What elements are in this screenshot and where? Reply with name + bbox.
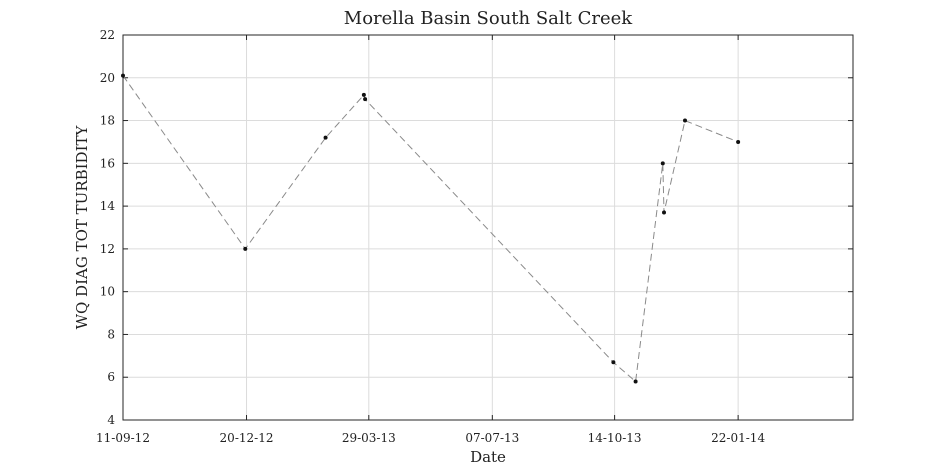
data-point [633, 379, 638, 384]
x-axis-label: Date [470, 448, 506, 466]
series-line [122, 75, 739, 383]
data-point [611, 360, 616, 365]
data-point [736, 139, 741, 144]
x-tick-label: 14-10-13 [588, 431, 642, 445]
data-point [121, 73, 125, 78]
x-tick-label: 22-01-14 [711, 431, 765, 445]
x-tick-label: 20-12-12 [220, 431, 274, 445]
data-point [660, 161, 665, 166]
y-tick-label: 8 [107, 327, 115, 341]
data-point [683, 118, 688, 123]
y-axis-label: WQ DIAG TOT TURBIDITY [73, 124, 91, 329]
y-tick-label: 18 [100, 114, 115, 128]
y-tick-label: 22 [100, 28, 115, 42]
y-tick-label: 20 [100, 71, 115, 85]
x-tick-label: 07-07-13 [465, 431, 519, 445]
x-tick-label: 29-03-13 [342, 431, 396, 445]
y-tick-label: 6 [107, 370, 115, 384]
data-point [323, 135, 328, 140]
plot-area-frame [122, 34, 854, 421]
y-tick-label: 4 [107, 413, 115, 427]
y-tick-label: 12 [100, 242, 115, 256]
data-series [121, 73, 741, 384]
grid-lines [122, 34, 853, 421]
y-tick-label: 14 [100, 199, 116, 213]
data-point [662, 210, 667, 215]
x-tick-label: 11-09-12 [96, 431, 150, 445]
axis-ticks: 4 6 8 10 12 14 16 18 20 22 11-09-12 20-12-12 29-03-1… [96, 28, 853, 445]
data-point [243, 246, 248, 251]
y-tick-label: 10 [100, 285, 115, 299]
chart-title: Morella Basin South Salt Creek [344, 8, 634, 29]
y-tick-label: 16 [100, 156, 115, 170]
data-point [361, 92, 366, 97]
data-point [363, 97, 368, 102]
